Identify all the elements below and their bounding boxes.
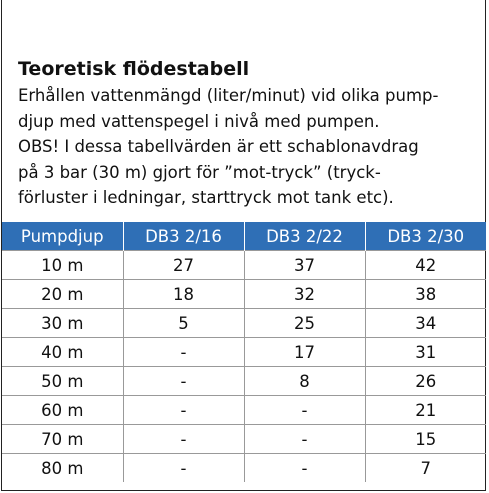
table-cell: 50 m	[2, 366, 123, 396]
text-line: OBS! I dessa tabellvärden är ett schablo…	[18, 137, 419, 156]
table-cell: 26	[364, 366, 486, 396]
text-line: på 3 bar (30 m) gjort för ”mot-tryck” (t…	[18, 162, 381, 182]
table-cell: -	[122, 337, 244, 367]
table-cell: 38	[364, 279, 486, 309]
column-header: DB3 2/16	[122, 222, 244, 251]
text-line: djup med vattenspegel i nivå med pumpen.	[18, 111, 380, 131]
table-cell: 10 m	[2, 250, 123, 280]
table-cell: 25	[243, 308, 365, 338]
table-cell: 42	[364, 250, 486, 280]
text-line: Erhållen vattenmängd (liter/minut) vid o…	[18, 86, 439, 105]
table-cell: 18	[122, 279, 244, 309]
table-cell: 20 m	[2, 279, 123, 309]
column-header: Pumpdjup	[2, 222, 123, 251]
table-row: 10 m 27 37 42	[2, 250, 486, 280]
table-cell: -	[122, 424, 244, 454]
table-row: 70 m - -15	[2, 424, 486, 454]
table-cell: 32	[243, 279, 365, 309]
table-cell: 34	[364, 308, 486, 338]
table-cell: -	[122, 453, 244, 482]
table-cell: -	[122, 366, 244, 396]
table-row: 80 m--7	[2, 453, 486, 482]
table-cell: -	[243, 424, 365, 454]
table-cell: -	[122, 395, 244, 425]
table-cell: 31	[364, 337, 486, 367]
table-cell: 27	[122, 250, 244, 280]
table-cell: -	[243, 453, 365, 482]
table-row: 60 m - -21	[2, 395, 486, 425]
table-cell: 37	[243, 250, 365, 280]
table-cell: 21	[364, 395, 486, 425]
table-cell: 15	[364, 424, 486, 454]
column-header: DB3 2/22	[243, 222, 365, 251]
text-line: förluster i ledningar, starttryck mot ta…	[18, 188, 394, 207]
table-cell: 80 m	[2, 453, 123, 482]
table-cell: 70 m	[2, 424, 123, 454]
table-cell: 40 m	[2, 337, 123, 367]
table-row: 30 m 5 25 34	[2, 308, 486, 338]
table-row: 50 m -8 26	[2, 366, 486, 396]
flow-table: Pumpdjup DB3 2/16 DB3 2/22 DB3 2/30 10 m 27 37…	[2, 222, 486, 482]
table-cell: 60 m	[2, 395, 123, 425]
table-cell: 7	[364, 453, 486, 482]
column-header: DB3 2/30	[364, 222, 486, 251]
table-cell: 8	[243, 366, 365, 396]
title: Teoretisk flödestabell	[18, 58, 250, 80]
table-row: 20 m 18 32 38	[2, 279, 486, 309]
header-row: Pumpdjup DB3 2/16 DB3 2/22 DB3 2/30	[2, 222, 486, 251]
table-cell: 30 m	[2, 308, 123, 338]
table-cell: 5	[122, 308, 244, 338]
table-row: 40 m -17 31	[2, 337, 486, 367]
table-cell: 17	[243, 337, 365, 367]
table-cell: -	[243, 395, 365, 425]
